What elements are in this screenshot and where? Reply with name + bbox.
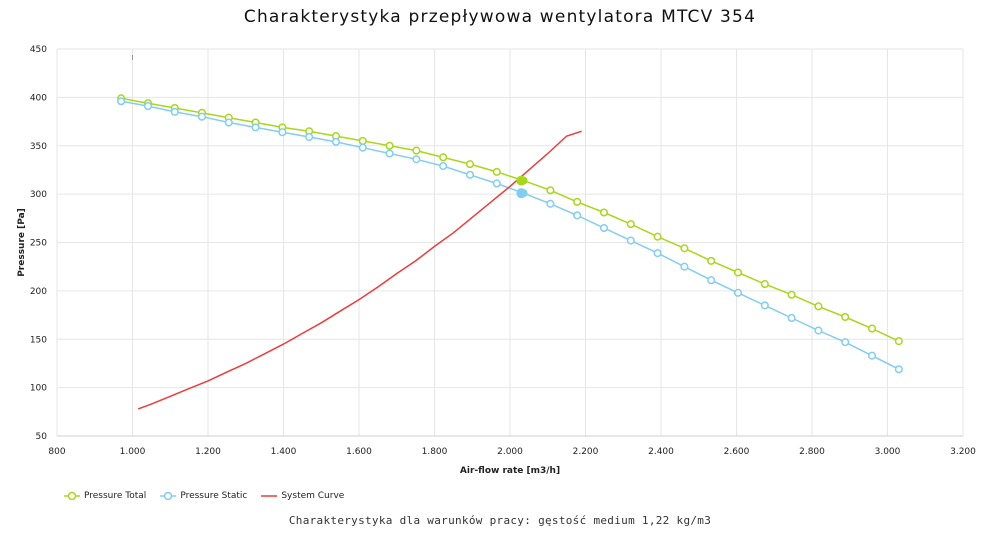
data-point-pressure-static[interactable] <box>197 112 207 121</box>
data-point-pressure-static[interactable] <box>385 149 394 158</box>
legend-item-system-curve[interactable]: System Curve <box>261 491 344 501</box>
data-point-pressure-static[interactable] <box>894 365 903 374</box>
operating-point-pressure-static[interactable] <box>516 188 527 199</box>
operating-point-pressure-total[interactable] <box>516 175 527 186</box>
grid-lines <box>56 48 964 437</box>
x-tick-label: 2.600 <box>724 447 750 457</box>
x-tick-label: 1.200 <box>195 447 221 457</box>
data-point-pressure-total[interactable] <box>787 290 796 299</box>
series-line-pressure-total <box>121 97 900 342</box>
x-tick-label: 1.400 <box>271 447 297 457</box>
data-point-pressure-static[interactable] <box>787 313 796 323</box>
legend-label: System Curve <box>281 491 345 501</box>
tick-labels: 800 1.000 1.200 1.400 1.600 1.800 2.000 2.200 2.… <box>30 45 976 457</box>
x-tick-label: 1.600 <box>346 447 372 457</box>
data-point-pressure-total[interactable] <box>385 141 394 150</box>
data-point-pressure-static[interactable] <box>760 301 769 310</box>
data-point-pressure-static[interactable] <box>278 128 287 137</box>
legend-line-icon <box>261 495 278 497</box>
data-point-pressure-static[interactable] <box>412 155 421 164</box>
data-point-pressure-total[interactable] <box>599 208 609 217</box>
data-point-pressure-total[interactable] <box>841 312 850 322</box>
data-point-pressure-static[interactable] <box>733 288 743 297</box>
data-point-pressure-static[interactable] <box>224 118 233 127</box>
x-tick-label: 2.800 <box>799 447 825 457</box>
y-tick-label: 250 <box>30 239 47 249</box>
data-point-pressure-static[interactable] <box>546 199 555 208</box>
y-tick-label: 150 <box>30 335 47 345</box>
data-point-pressure-total[interactable] <box>465 160 475 169</box>
data-point-pressure-total[interactable] <box>760 280 769 289</box>
legend: Pressure Total Pressure Static System Cu… <box>64 491 344 501</box>
data-point-pressure-total[interactable] <box>412 146 421 155</box>
y-tick-label: 300 <box>30 190 47 200</box>
x-tick-label: 3.200 <box>950 447 976 457</box>
y-tick-label: 100 <box>30 384 47 394</box>
legend-marker-icon <box>64 491 80 501</box>
chart-title: Charakterystyka przepływowa wentylatora … <box>243 7 757 27</box>
x-axis-label: Air-flow rate [m3/h] <box>460 466 560 476</box>
data-point-pressure-total[interactable] <box>626 220 635 229</box>
data-point-pressure-total[interactable] <box>546 186 555 195</box>
data-point-pressure-total[interactable] <box>680 244 689 253</box>
data-point-pressure-static[interactable] <box>170 107 179 116</box>
data-point-pressure-total[interactable] <box>814 302 823 311</box>
y-tick-label: 200 <box>30 287 47 297</box>
data-point-pressure-static[interactable] <box>653 249 662 258</box>
data-point-pressure-total[interactable] <box>439 153 448 162</box>
x-tick-label: 2.200 <box>573 447 599 457</box>
y-tick-label: 450 <box>30 45 47 55</box>
x-tick-label: 2.400 <box>648 447 674 457</box>
y-axis-label: Pressure [Pa] <box>17 208 27 277</box>
series-line-pressure-static <box>121 100 900 370</box>
y-tick-label: 350 <box>30 142 47 152</box>
x-tick-label: 2.000 <box>497 447 523 457</box>
data-point-pressure-static[interactable] <box>117 97 126 106</box>
data-point-pressure-static[interactable] <box>573 211 582 220</box>
legend-marker-icon <box>160 491 177 501</box>
data-point-pressure-static[interactable] <box>143 102 153 111</box>
data-point-pressure-static[interactable] <box>439 162 448 171</box>
legend-label: Pressure Static <box>180 491 248 501</box>
data-point-pressure-static[interactable] <box>465 170 475 179</box>
x-tick-label: 800 <box>48 447 65 457</box>
data-point-pressure-static[interactable] <box>358 143 367 152</box>
data-point-pressure-static[interactable] <box>599 223 609 233</box>
data-point-pressure-total[interactable] <box>492 167 501 176</box>
data-point-pressure-static[interactable] <box>814 326 823 335</box>
chart-subtitle: Charakterystyka dla warunków pracy: gęst… <box>288 514 712 527</box>
data-point-pressure-static[interactable] <box>626 236 635 245</box>
data-point-pressure-static[interactable] <box>305 132 314 142</box>
legend-label: Pressure Total <box>84 491 147 501</box>
y-tick-label: 400 <box>30 93 47 103</box>
legend-item-pressure-total[interactable]: Pressure Total <box>64 491 146 501</box>
data-point-pressure-static[interactable] <box>841 338 850 347</box>
data-point-pressure-total[interactable] <box>573 197 582 206</box>
data-point-pressure-total[interactable] <box>707 256 716 265</box>
data-point-pressure-static[interactable] <box>492 179 501 188</box>
data-point-pressure-static[interactable] <box>707 276 716 285</box>
data-point-pressure-static[interactable] <box>331 137 341 146</box>
data-point-pressure-static[interactable] <box>251 123 260 132</box>
data-point-pressure-total[interactable] <box>894 337 903 346</box>
y-tick-label: 50 <box>36 432 48 442</box>
x-tick-label: 1.800 <box>422 447 448 457</box>
series-line-system-curve <box>137 130 582 410</box>
data-point-pressure-total[interactable] <box>733 268 743 277</box>
x-tick-label: 1.000 <box>120 447 146 457</box>
data-point-pressure-total[interactable] <box>358 136 367 145</box>
x-tick-label: 3.000 <box>875 447 901 457</box>
series-group <box>117 94 903 410</box>
data-point-pressure-total[interactable] <box>867 324 877 333</box>
data-point-pressure-total[interactable] <box>653 232 662 241</box>
legend-item-pressure-static[interactable]: Pressure Static <box>160 491 247 501</box>
data-point-pressure-static[interactable] <box>867 351 877 360</box>
data-point-pressure-static[interactable] <box>680 262 689 271</box>
